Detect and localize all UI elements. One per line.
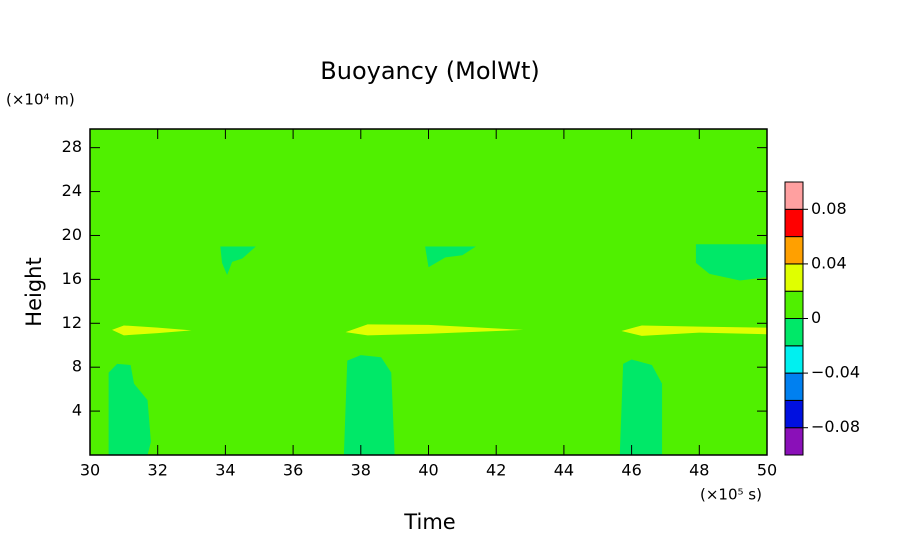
y-tick-label: 8 <box>72 357 82 376</box>
x-axis-title: Time <box>403 510 455 534</box>
x-tick-label: 32 <box>148 461 168 480</box>
contour-region <box>621 325 767 336</box>
colorbar-bin <box>784 372 804 401</box>
colorbar-bin <box>784 345 804 374</box>
x-tick-label: 40 <box>418 461 438 480</box>
colorbar-bin <box>784 208 804 238</box>
colorbar-tick-label: −0.08 <box>811 417 860 436</box>
y-tick-label: 24 <box>62 181 82 200</box>
base-field <box>90 129 767 455</box>
x-tick-label: 44 <box>554 461 574 480</box>
y-axis-title: Height <box>22 257 46 326</box>
colorbar-bin <box>784 236 804 265</box>
contour-region <box>220 246 256 275</box>
contour-region <box>108 363 151 455</box>
x-tick-label: 38 <box>351 461 371 480</box>
colorbar-bin <box>784 290 804 320</box>
colorbar-bin <box>784 181 804 210</box>
colorbar-tick-label: 0.04 <box>811 253 847 272</box>
contour-region <box>343 355 395 455</box>
y-tick-label: 28 <box>62 137 82 156</box>
colorbar-bin <box>784 399 804 429</box>
contour-region <box>619 359 663 455</box>
contour-region <box>345 324 524 336</box>
x-tick-label: 36 <box>283 461 303 480</box>
y-tick-label: 20 <box>62 225 82 244</box>
colorbar-tick-label: −0.04 <box>811 363 860 382</box>
y-tick-label: 16 <box>62 269 82 288</box>
chart-title: Buoyancy (MolWt) <box>320 57 539 85</box>
contour-region <box>425 246 476 268</box>
x-tick-label: 46 <box>621 461 641 480</box>
colorbar-tick-label: 0 <box>811 308 821 327</box>
colorbar-tick-label: 0.08 <box>811 199 847 218</box>
colorbar-bin <box>784 427 804 456</box>
contour-region <box>695 244 767 281</box>
x-tick-label: 34 <box>215 461 235 480</box>
y-tick-label: 12 <box>62 313 82 332</box>
y-tick-label: 4 <box>72 401 82 420</box>
x-tick-label: 30 <box>80 461 100 480</box>
y-unit: (×10⁴ m) <box>6 91 75 109</box>
x-unit: (×10⁵ s) <box>700 486 762 504</box>
colorbar-bin <box>784 318 804 347</box>
contour-region <box>112 325 192 336</box>
x-tick-label: 48 <box>689 461 709 480</box>
x-tick-label: 42 <box>486 461 506 480</box>
x-tick-label: 50 <box>757 461 777 480</box>
colorbar-bin <box>784 263 804 292</box>
